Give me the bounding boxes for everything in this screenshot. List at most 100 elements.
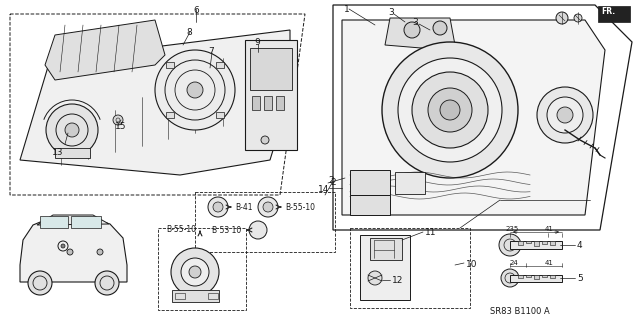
Bar	[526, 241, 531, 243]
Text: 12: 12	[392, 276, 403, 285]
Circle shape	[249, 221, 267, 239]
Circle shape	[382, 42, 518, 178]
Circle shape	[574, 14, 582, 22]
Bar	[172, 290, 219, 302]
Circle shape	[547, 97, 583, 133]
Bar	[510, 241, 562, 249]
Circle shape	[155, 50, 235, 130]
Circle shape	[501, 269, 519, 287]
Bar	[542, 241, 547, 244]
Bar	[518, 275, 523, 278]
Text: 14: 14	[318, 185, 330, 194]
Bar	[264, 96, 272, 110]
Text: 6: 6	[193, 6, 199, 15]
Bar	[276, 96, 284, 110]
Bar	[526, 275, 531, 277]
Text: 8: 8	[186, 28, 192, 37]
Circle shape	[428, 88, 472, 132]
Text: B-55-10: B-55-10	[285, 203, 315, 212]
Bar	[550, 275, 555, 278]
Text: 7: 7	[208, 47, 214, 56]
Text: 24: 24	[510, 260, 519, 266]
Polygon shape	[20, 30, 290, 175]
Circle shape	[412, 72, 488, 148]
Circle shape	[187, 82, 203, 98]
Bar	[208, 293, 218, 299]
Text: 235: 235	[506, 226, 519, 232]
Bar	[166, 113, 173, 118]
Circle shape	[398, 58, 502, 162]
Text: FR.: FR.	[601, 7, 615, 16]
Bar	[158, 228, 246, 310]
Circle shape	[404, 22, 420, 38]
Circle shape	[368, 271, 382, 285]
Polygon shape	[20, 218, 127, 282]
Circle shape	[557, 107, 573, 123]
Bar	[518, 241, 523, 245]
Text: B-41: B-41	[235, 203, 253, 212]
Text: 2: 2	[330, 178, 335, 187]
Circle shape	[499, 234, 521, 256]
Bar	[350, 228, 470, 308]
Bar	[370, 238, 402, 260]
Circle shape	[433, 21, 447, 35]
Circle shape	[113, 115, 123, 125]
Circle shape	[556, 12, 568, 24]
Bar	[216, 113, 225, 118]
Bar	[71, 216, 101, 228]
Text: 41: 41	[545, 226, 554, 232]
Bar	[534, 241, 539, 246]
Text: B 53 10: B 53 10	[212, 226, 241, 235]
Text: SR83 B1100 A: SR83 B1100 A	[490, 307, 550, 316]
Bar	[542, 275, 547, 277]
Bar	[350, 195, 390, 215]
Bar	[250, 48, 292, 90]
Circle shape	[258, 197, 278, 217]
Circle shape	[263, 202, 273, 212]
Circle shape	[95, 271, 119, 295]
Text: 3: 3	[388, 8, 394, 17]
Text: 15: 15	[115, 122, 127, 131]
Polygon shape	[45, 20, 165, 80]
Text: 5: 5	[577, 274, 583, 283]
Circle shape	[261, 136, 269, 144]
Circle shape	[208, 197, 228, 217]
Text: 9: 9	[254, 38, 260, 47]
Text: 41: 41	[545, 260, 554, 266]
Bar	[350, 170, 390, 195]
Bar	[195, 192, 335, 252]
Text: B-55-10: B-55-10	[166, 225, 196, 234]
Circle shape	[440, 100, 460, 120]
Text: 1: 1	[344, 5, 349, 14]
Text: 13: 13	[52, 148, 63, 157]
Polygon shape	[598, 6, 630, 22]
Polygon shape	[37, 215, 109, 225]
Circle shape	[171, 248, 219, 296]
Circle shape	[46, 104, 98, 156]
Bar	[360, 235, 410, 300]
Circle shape	[213, 202, 223, 212]
Text: 3: 3	[412, 18, 418, 27]
Polygon shape	[385, 18, 455, 50]
Bar	[216, 62, 225, 68]
Bar	[550, 241, 555, 245]
Circle shape	[61, 244, 65, 248]
Bar	[40, 216, 68, 228]
Circle shape	[97, 249, 103, 255]
Circle shape	[28, 271, 52, 295]
Circle shape	[537, 87, 593, 143]
Bar	[166, 62, 173, 68]
Bar	[252, 96, 260, 110]
Bar	[245, 40, 297, 150]
Bar	[510, 275, 562, 282]
Bar	[395, 172, 425, 194]
Polygon shape	[342, 20, 605, 215]
Text: 10: 10	[466, 260, 477, 269]
Bar	[534, 275, 539, 279]
Text: 11: 11	[425, 228, 436, 237]
Text: 2: 2	[328, 176, 333, 185]
Bar	[175, 293, 185, 299]
Circle shape	[189, 266, 201, 278]
Circle shape	[181, 258, 209, 286]
Bar	[55, 148, 90, 158]
